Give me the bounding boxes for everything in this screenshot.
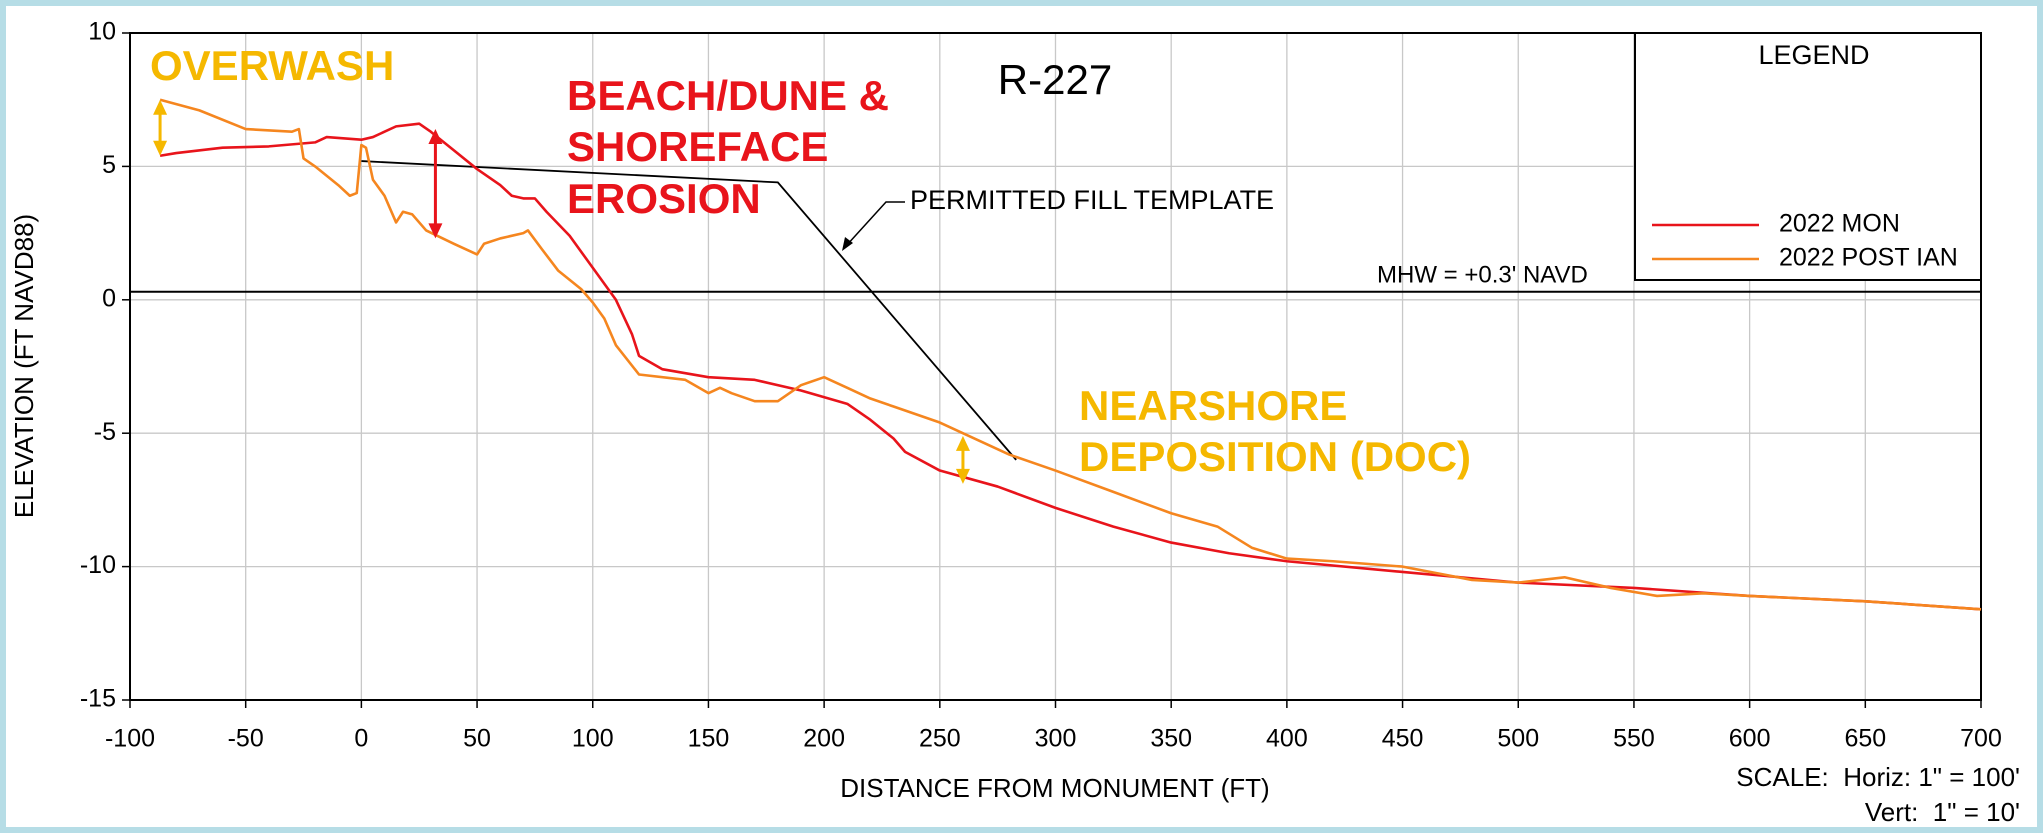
x-tick-label: 250 [919, 725, 961, 753]
annotation: OVERWASH [150, 42, 394, 89]
annotation: SHOREFACE [567, 123, 828, 170]
annotation: EROSION [567, 175, 761, 222]
y-tick-label: -5 [94, 418, 116, 446]
x-tick-label: 550 [1613, 725, 1655, 753]
x-tick-label: -100 [105, 725, 155, 753]
x-tick-label: 700 [1960, 725, 2002, 753]
arrow-head [955, 435, 970, 451]
y-tick-label: 10 [88, 18, 116, 46]
x-tick-label: -50 [228, 725, 264, 753]
template-label: PERMITTED FILL TEMPLATE [910, 185, 1274, 215]
x-axis-label: DISTANCE FROM MONUMENT (FT) [840, 773, 1269, 803]
chart-title: R-227 [998, 56, 1112, 103]
x-tick-label: 650 [1844, 725, 1886, 753]
y-tick-label: -15 [80, 685, 116, 713]
x-tick-label: 400 [1266, 725, 1308, 753]
annotation: NEARSHORE [1079, 382, 1347, 429]
annotation: BEACH/DUNE & [567, 72, 889, 119]
arrow-head [955, 468, 970, 484]
x-tick-label: 350 [1150, 725, 1192, 753]
y-tick-label: -10 [80, 551, 116, 579]
y-tick-label: 5 [102, 151, 116, 179]
arrow-head [428, 129, 443, 145]
lines [130, 98, 1982, 611]
series-line [159, 98, 1982, 611]
x-tick-label: 50 [463, 725, 491, 753]
y-axis-label: ELEVATION (FT NAVD88) [9, 214, 39, 518]
annotation: DEPOSITION (DOC) [1079, 433, 1471, 480]
scale-note: Vert: 1" = 10' [1865, 797, 2020, 827]
legend-label: 2022 POST IAN [1779, 244, 1958, 272]
x-tick-label: 600 [1729, 725, 1771, 753]
legend-box [1634, 32, 1982, 281]
x-tick-label: 200 [803, 725, 845, 753]
arrow-head [153, 140, 168, 156]
x-tick-label: 150 [688, 725, 730, 753]
fill-template [361, 160, 1017, 461]
grid [122, 32, 1982, 708]
x-tick-label: 100 [572, 725, 614, 753]
series-line [159, 122, 1982, 611]
x-tick-label: 450 [1382, 725, 1424, 753]
y-tick-label: 0 [102, 284, 116, 312]
leader [845, 201, 905, 247]
mhw-label: MHW = +0.3' NAVD [1377, 261, 1588, 288]
leader-head [842, 237, 853, 251]
x-tick-label: 500 [1497, 725, 1539, 753]
legend-title: LEGEND [1758, 40, 1869, 70]
arrow-head [153, 99, 168, 115]
x-tick-label: 300 [1035, 725, 1077, 753]
plot-frame [129, 32, 1982, 701]
legend-label: 2022 MON [1779, 210, 1900, 238]
x-tick-label: 0 [354, 725, 368, 753]
arrow-head [428, 223, 443, 239]
scale-note: SCALE: Horiz: 1" = 100' [1736, 762, 2020, 792]
